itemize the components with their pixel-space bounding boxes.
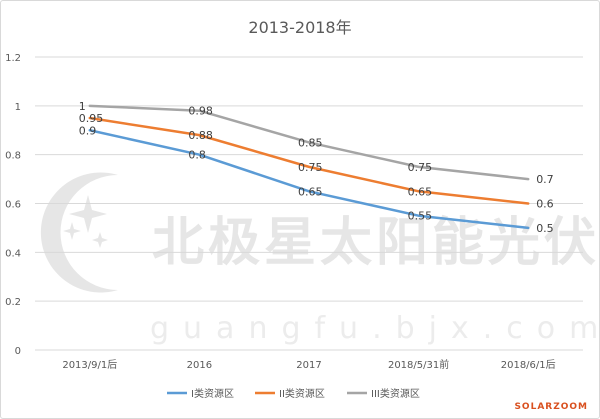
data-label: 0.95 [79,112,104,125]
data-label: 0.9 [79,124,97,137]
x-tick-label: 2018/5/31前 [388,358,449,371]
y-tick-label: 0.2 [5,297,21,308]
x-axis: 2013/9/1后 2016 2017 2018/5/31前 2018/6/1后 [62,358,555,371]
data-label: 0.5 [536,222,554,235]
y-tick-label: 0 [15,346,21,357]
data-label: 0.75 [408,161,433,174]
legend-label: II类资源区 [279,387,325,400]
legend-item-1: I类资源区 [167,387,234,400]
y-tick-label: 0.8 [5,151,21,162]
data-label: 0.8 [188,149,206,162]
data-label: 0.65 [408,185,433,198]
data-label: 0.55 [408,210,433,223]
y-tick-label: 1 [15,102,21,113]
legend-item-3: III类资源区 [347,387,420,400]
y-tick-label: 1.2 [5,53,21,64]
chart-title: 2013-2018年 [248,18,351,37]
series-line-3 [88,104,530,181]
data-label: 0.65 [298,185,323,198]
brand-mark: SOLARZOOM [514,402,588,412]
data-label: 0.88 [188,129,213,142]
data-label: 0.7 [536,173,554,186]
legend-label: I类资源区 [191,387,234,400]
series-lines [88,104,530,230]
x-tick-label: 2017 [296,360,321,371]
data-label: 0.85 [298,136,323,149]
y-tick-label: 0.4 [5,248,21,259]
legend-item-2: II类资源区 [255,387,325,400]
watermark-text: 北极星太阳能光伏网 [152,213,600,273]
y-tick-label: 0.6 [5,200,21,211]
watermark: 北极星太阳能光伏网 guangfu.bjx.com.cn [40,172,600,346]
watermark-logo [40,172,118,293]
legend-label: III类资源区 [371,387,420,400]
x-tick-label: 2016 [187,360,212,371]
data-label: 0.75 [298,161,323,174]
x-tick-label: 2013/9/1后 [62,359,117,371]
data-label: 0.6 [536,198,554,211]
data-label: 1 [79,100,86,113]
grid [35,56,583,351]
x-tick-label: 2018/6/1后 [501,359,556,371]
series-line-1 [88,129,530,230]
data-labels: 0.9 0.8 0.65 0.55 0.5 0.95 0.88 0.75 0.65 0.6 1 0.9… [79,100,554,235]
watermark-url: guangfu.bjx.com.cn [150,311,600,346]
series-line-2 [88,116,530,205]
y-axis: 0 0.2 0.4 0.6 0.8 1 1.2 [5,53,21,357]
data-label: 0.98 [188,105,213,118]
legend: I类资源区 II类资源区 III类资源区 [167,387,420,400]
